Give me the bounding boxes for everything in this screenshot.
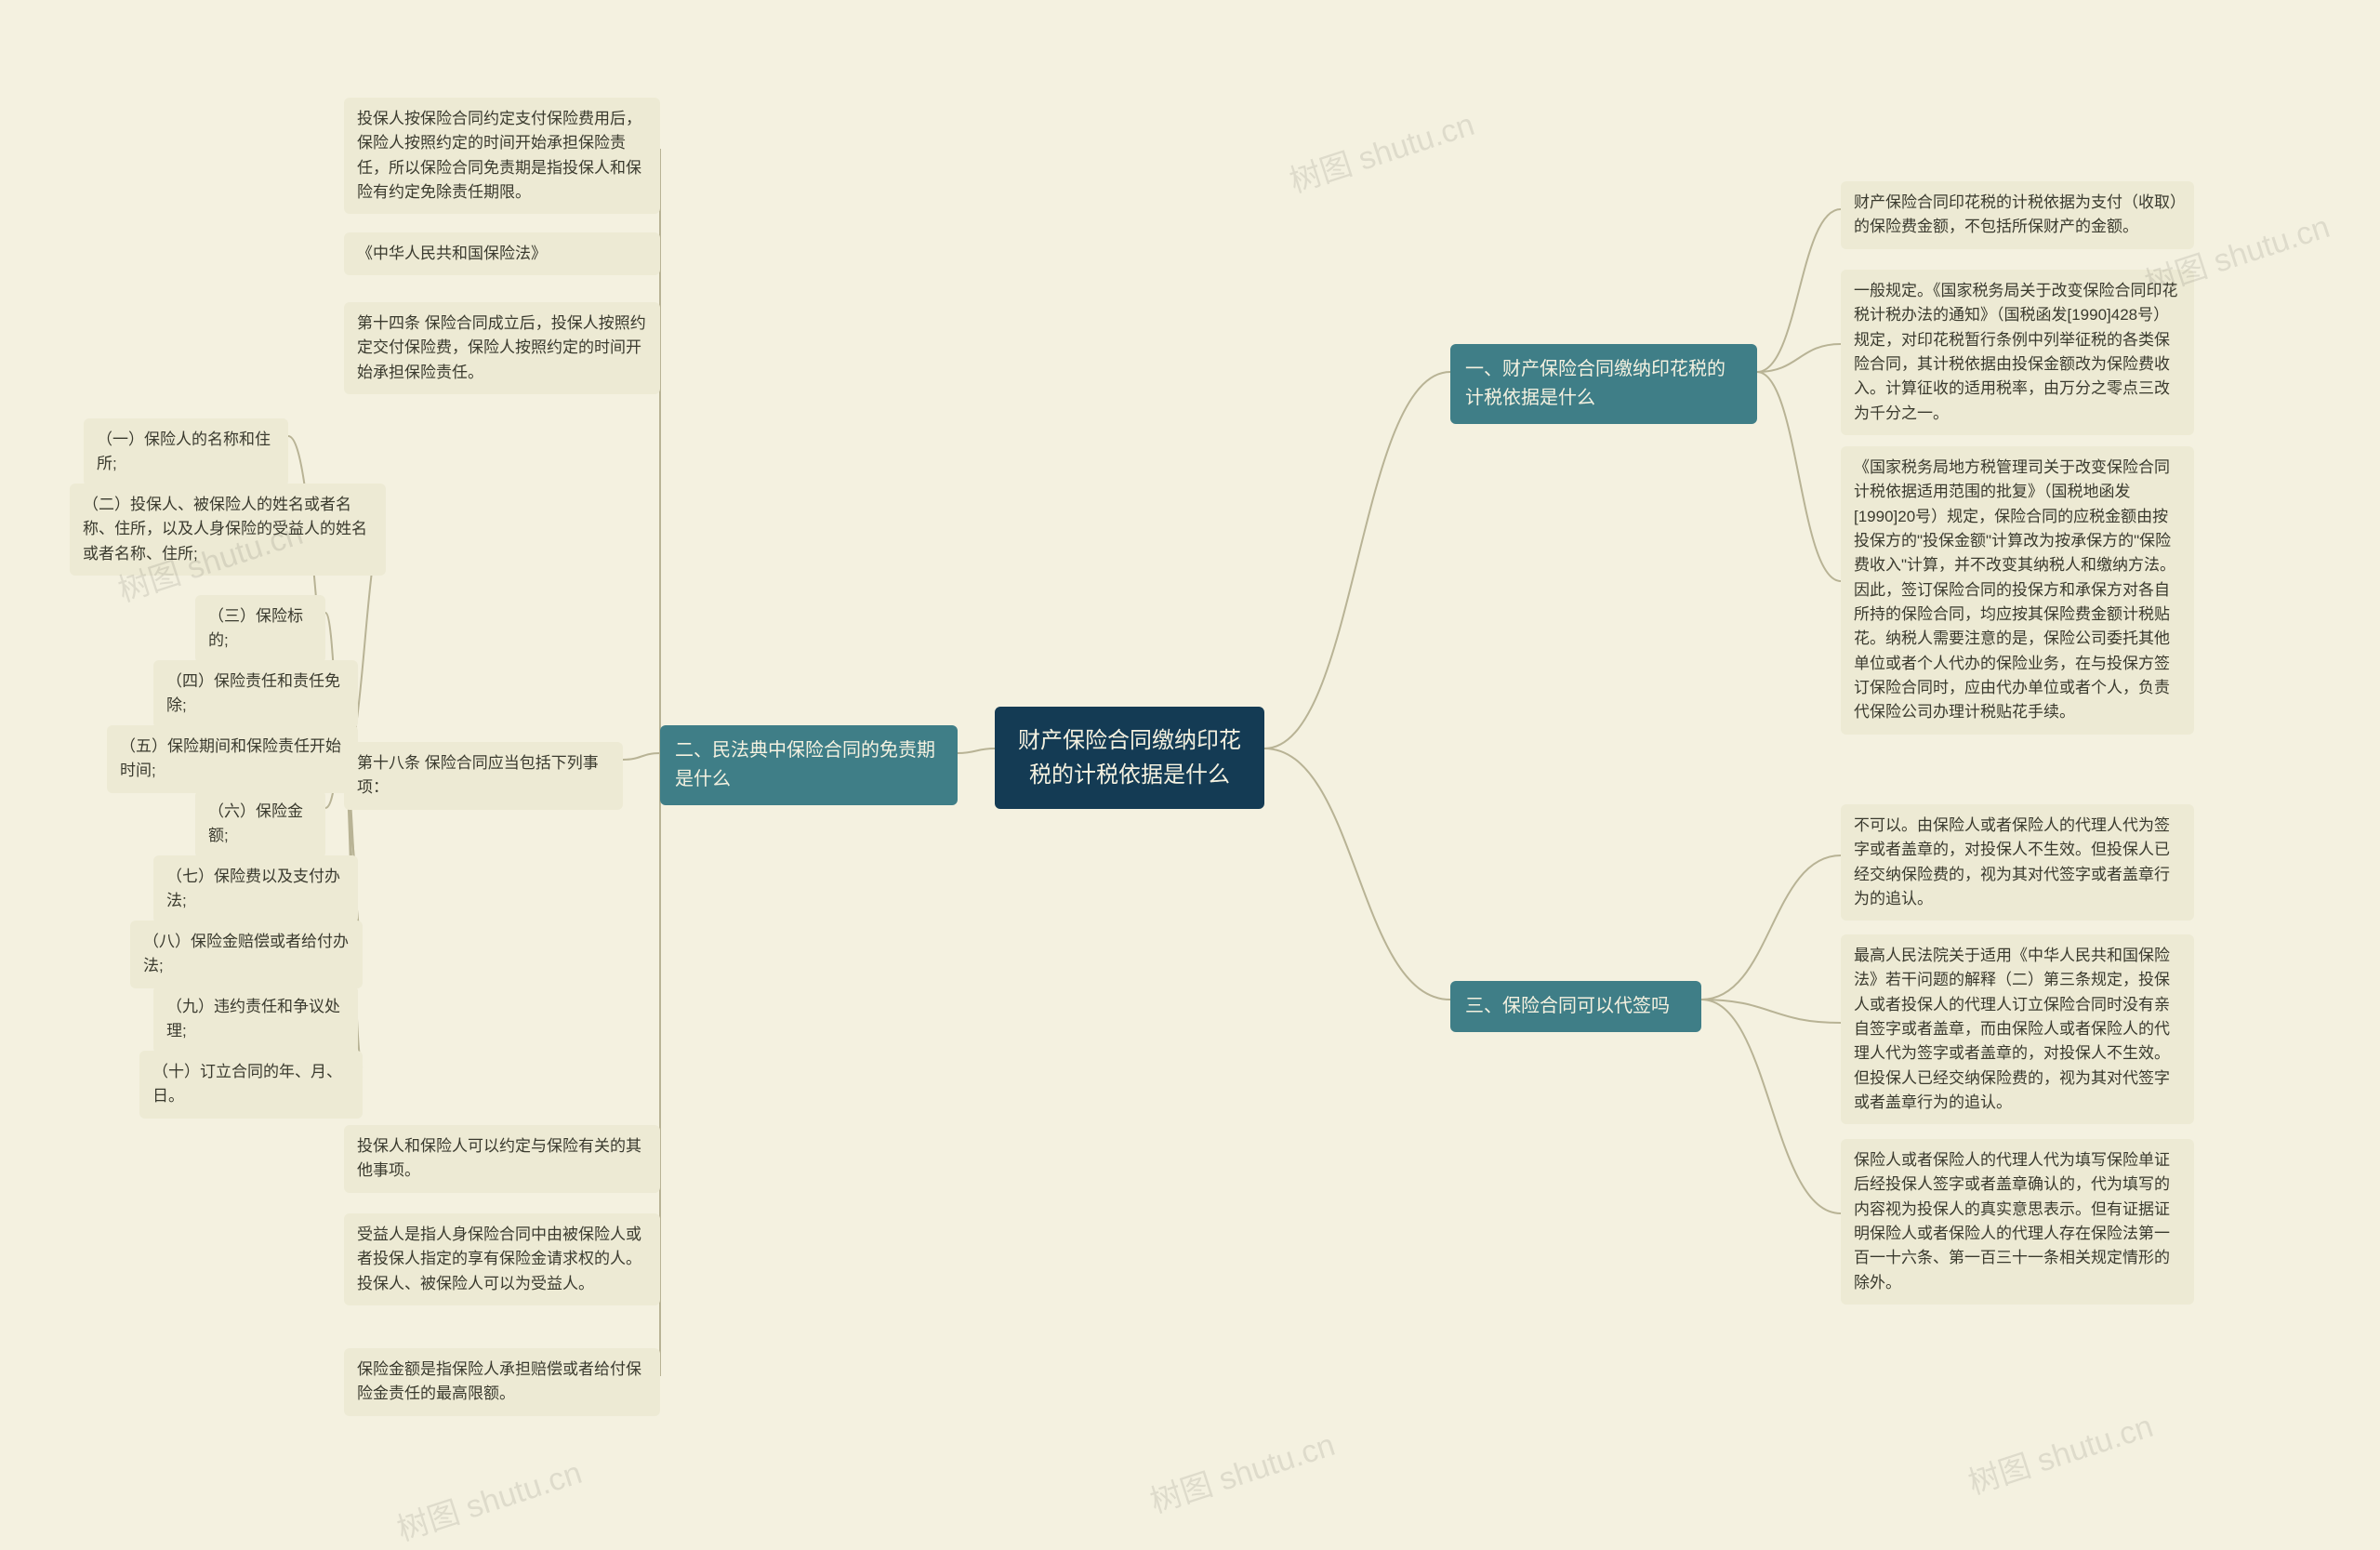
leaf-b2-top1: 投保人按保险合同约定支付保险费用后，保险人按照约定的时间开始承担保险责任，所以保… <box>344 98 660 214</box>
leaf-b2-mid-item-9: （九）违约责任和争议处理; <box>153 986 358 1053</box>
leaf-b2-bot2: 受益人是指人身保险合同中由被保险人或者投保人指定的享有保险金请求权的人。投保人、… <box>344 1213 660 1305</box>
leaf-b3-1: 不可以。由保险人或者保险人的代理人代为签字或者盖章的，对投保人不生效。但投保人已… <box>1841 804 2194 921</box>
branch-2: 二、民法典中保险合同的免责期是什么 <box>660 725 958 805</box>
leaf-b2-bot3: 保险金额是指保险人承担赔偿或者给付保险金责任的最高限额。 <box>344 1348 660 1416</box>
leaf-b1-2: 一般规定。《国家税务局关于改变保险合同印花税计税办法的通知》（国税函发[1990… <box>1841 270 2194 435</box>
root-node: 财产保险合同缴纳印花税的计税依据是什么 <box>995 707 1264 809</box>
watermark: 树图 shutu.cn <box>1144 1419 1340 1521</box>
leaf-b2-mid-item-1: （一）保险人的名称和住所; <box>84 418 288 486</box>
leaf-b2-top3: 第十四条 保险合同成立后，投保人按照约定交付保险费，保险人按照约定的时间开始承担… <box>344 302 660 394</box>
leaf-b2-mid-item-8: （八）保险金赔偿或者给付办法; <box>130 921 363 988</box>
leaf-b2-mid-item-3: （三）保险标的; <box>195 595 325 663</box>
branch-1: 一、财产保险合同缴纳印花税的计税依据是什么 <box>1450 344 1757 424</box>
leaf-b2-mid-item-4: （四）保险责任和责任免除; <box>153 660 358 728</box>
branch-3: 三、保险合同可以代签吗 <box>1450 981 1701 1032</box>
leaf-b3-2: 最高人民法院关于适用《中华人民共和国保险法》若干问题的解释（二）第三条规定，投保… <box>1841 934 2194 1124</box>
leaf-b3-3: 保险人或者保险人的代理人代为填写保险单证后经投保人签字或者盖章确认的，代为填写的… <box>1841 1139 2194 1305</box>
watermark: 树图 shutu.cn <box>1962 1400 2158 1503</box>
leaf-b2-mid-item-6: （六）保险金额; <box>195 790 325 858</box>
leaf-b2-top2: 《中华人民共和国保险法》 <box>344 232 660 275</box>
leaf-b2-mid-item-10: （十）订立合同的年、月、日。 <box>139 1051 363 1119</box>
leaf-b2-mid-item-2: （二）投保人、被保险人的姓名或者名称、住所，以及人身保险的受益人的姓名或者名称、… <box>70 484 386 576</box>
watermark: 树图 shutu.cn <box>1283 99 1479 201</box>
leaf-b2-bot1: 投保人和保险人可以约定与保险有关的其他事项。 <box>344 1125 660 1193</box>
watermark: 树图 shutu.cn <box>390 1447 587 1549</box>
leaf-b2-mid-heading: 第十八条 保险合同应当包括下列事项： <box>344 742 623 810</box>
leaf-b2-mid-item-7: （七）保险费以及支付办法; <box>153 855 358 923</box>
leaf-b1-3: 《国家税务局地方税管理司关于改变保险合同计税依据适用范围的批复》（国税地函发[1… <box>1841 446 2194 735</box>
leaf-b2-mid-item-5: （五）保险期间和保险责任开始时间; <box>107 725 358 793</box>
leaf-b1-1: 财产保险合同印花税的计税依据为支付（收取）的保险费金额，不包括所保财产的金额。 <box>1841 181 2194 249</box>
